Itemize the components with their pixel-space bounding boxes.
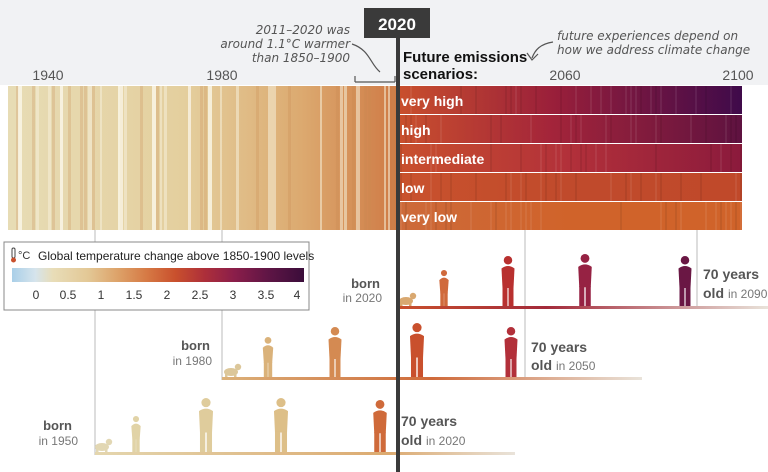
annotation-left-bracket (354, 76, 396, 83)
age-title-gen3: 70 years (401, 413, 457, 429)
born-year-gen3: in 1950 (39, 434, 79, 448)
ground-line-born-1980 (222, 377, 642, 380)
person-adult-gen1 (578, 254, 592, 306)
person-adult-gen3 (273, 398, 289, 452)
scenario-label-very-low: very low (401, 209, 457, 225)
tick-label-2100: 2100 (722, 67, 753, 83)
future-scenarios-title-line-2: scenarios: (403, 66, 478, 83)
person-baby-gen3 (95, 438, 113, 452)
scenario-label-very-high: very high (401, 93, 463, 109)
thermometer-icon (11, 247, 16, 263)
person-child-gen2 (262, 337, 274, 377)
annotation-left-line-1: 2011–2020 was (256, 23, 350, 37)
person-adult-gen2 (409, 323, 425, 377)
legend-tick-1: 1 (98, 288, 105, 302)
scenario-label-high: high (401, 122, 431, 138)
scenario-bar-high (398, 115, 742, 143)
scenario-bars (398, 86, 742, 230)
annotation-right-line-2: how we address climate change (557, 43, 750, 57)
person-child-gen1 (439, 270, 449, 306)
scenario-bar-very-low (398, 202, 742, 230)
scenario-bar-low (398, 173, 742, 201)
born-label-gen1: born (351, 276, 380, 291)
scenario-bar-intermediate (398, 144, 742, 172)
person-elder-gen1 (678, 256, 692, 306)
born-label-gen3: born (43, 418, 72, 433)
annotation-left-line-2: around 1.1°C warmer (220, 37, 351, 51)
person-baby-gen1 (399, 292, 417, 306)
age-word-gen2: old in 2050 (531, 357, 596, 373)
scenario-label-low: low (401, 180, 424, 196)
person-teen-gen1 (501, 256, 515, 306)
annotation-left-line-3: than 1850–1900 (252, 51, 351, 65)
person-elder-gen3 (373, 400, 387, 452)
year-2020-line (396, 22, 400, 472)
legend-tick-1-5: 1.5 (126, 288, 143, 302)
legend-unit: °C (18, 250, 30, 262)
legend: °C Global temperature change above 1850-… (3, 241, 314, 311)
annotation-left-arrow (351, 43, 381, 73)
age-title-gen2: 70 years (531, 339, 587, 355)
ground-line-born-2020 (398, 306, 768, 309)
age-word-gen3: old in 2020 (401, 432, 466, 448)
person-teen-gen2 (328, 327, 342, 377)
age-title-gen1: 70 years (703, 266, 759, 282)
future-stripe-texture (400, 86, 742, 230)
legend-tick-2-5: 2.5 (192, 288, 209, 302)
tick-label-2060: 2060 (549, 67, 580, 83)
born-year-gen1: in 2020 (343, 291, 383, 305)
legend-tick-4: 4 (294, 288, 301, 302)
born-year-gen2: in 1980 (173, 354, 213, 368)
age-word-gen1: old in 2090 (703, 285, 768, 301)
scenario-label-intermediate: intermediate (401, 151, 484, 167)
born-label-gen2: born (181, 338, 210, 353)
legend-tick-3: 3 (230, 288, 237, 302)
tick-label-1980: 1980 (206, 67, 237, 83)
year-2020-label: 2020 (378, 15, 416, 34)
legend-tick-3-5: 3.5 (258, 288, 275, 302)
people-figures (95, 254, 692, 452)
person-baby-gen2 (224, 363, 242, 377)
annotation-right-line-1: future experiences depend on (557, 29, 738, 43)
tick-label-1940: 1940 (32, 67, 63, 83)
legend-title: Global temperature change above 1850-190… (38, 249, 314, 263)
legend-tick-2: 2 (164, 288, 171, 302)
historical-warming-stripes (8, 86, 398, 230)
legend-color-scale (12, 268, 304, 282)
person-teen-gen3 (198, 398, 214, 452)
ground-line-born-1950 (95, 452, 515, 455)
year-2020-box (364, 8, 430, 38)
future-scenarios-title-line-1: Future emissions (403, 49, 527, 66)
legend-tick-0-5: 0.5 (60, 288, 77, 302)
person-child-gen3 (131, 416, 141, 452)
legend-tick-0: 0 (33, 288, 40, 302)
scenario-bar-very-high (398, 86, 742, 114)
person-elder-gen2 (504, 327, 518, 377)
annotation-right-arrow (526, 41, 554, 61)
